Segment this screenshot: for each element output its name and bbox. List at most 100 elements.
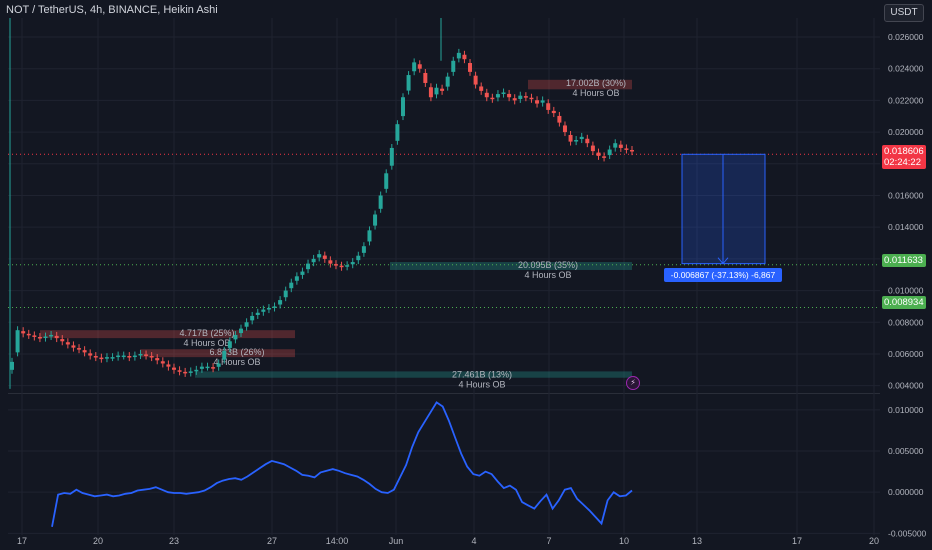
candle [121,355,126,358]
candle [568,134,573,142]
x-tick-label: 20 [869,536,879,546]
y-tick-label: 0.024000 [888,64,924,74]
candle [423,72,428,83]
current-price-tag: 0.018606 02:24:22 [882,145,926,169]
indicator-line [51,401,633,527]
y-tick-label: 0.026000 [888,32,924,42]
order-block-label: 17.002B (30%) [566,78,626,88]
candle [26,333,31,336]
candle [361,246,366,253]
candle [445,76,450,87]
y-axis[interactable]: 0.0260000.0240000.0220000.0200000.018000… [888,32,927,538]
candle [144,354,149,356]
y-tick-label: 0.010000 [888,286,924,296]
candle [104,357,109,359]
order-block [390,262,632,270]
candle [495,94,500,98]
candle [306,263,311,270]
candle [60,339,65,342]
candle [518,95,523,99]
candle [479,86,484,91]
candle [138,353,143,356]
measure-box[interactable] [681,153,766,265]
y-tick-label: 0.000000 [888,487,924,497]
candle [630,150,634,152]
countdown-label: 02:24:22 [884,157,921,168]
order-block [528,79,632,90]
candle [562,125,567,133]
candle [507,93,512,98]
candle [49,334,54,337]
candle [417,64,422,69]
candle [535,100,540,104]
candle [540,100,545,103]
candle [590,145,595,152]
x-tick-label: 20 [93,536,103,546]
candle [177,370,182,372]
candle [266,308,271,310]
candle [607,149,612,156]
candle [188,371,193,373]
x-tick-label: Jun [389,536,404,546]
candle [283,290,288,298]
x-tick-label: 13 [692,536,702,546]
currency-button[interactable]: USDT [884,4,924,22]
order-block-sublabel: 4 Hours OB [458,379,505,389]
candle [484,92,489,98]
price-lines [8,153,880,308]
lightning-icon[interactable]: ⚡ [626,376,640,390]
candle [149,356,154,358]
candle [93,356,98,358]
candle [523,96,528,98]
x-axis[interactable]: 17 20 23 27 14:00 Jun 4 7 10 13 17 20 [17,536,879,546]
candle [579,136,584,140]
candle [132,355,137,358]
candle [216,363,221,367]
candle [557,115,562,123]
y-tick-label: 0.004000 [888,381,924,391]
candle [32,335,37,337]
candle [155,358,160,361]
x-tick-label: 27 [267,536,277,546]
candle [462,54,467,60]
candles [9,18,634,389]
candle [322,255,327,259]
y-tick-label: 0.020000 [888,127,924,137]
candle [350,262,355,265]
x-tick-label: 10 [619,536,629,546]
candle [624,148,629,150]
order-block-sublabel: 4 Hours OB [213,357,260,367]
candle [239,328,244,334]
candle [250,315,255,321]
candle [116,355,121,358]
candle [602,156,607,158]
order-block-label: 4.717B (25%) [179,328,234,338]
candle [261,309,266,312]
candle [199,366,204,369]
candle [233,334,238,340]
order-block-sublabel: 4 Hours OB [572,88,619,98]
candle [333,264,338,266]
candle [389,147,394,166]
candle [77,348,82,350]
candle [551,110,556,114]
candle [339,265,344,268]
y-tick-label: 0.005000 [888,446,924,456]
candle [10,361,14,370]
order-block [40,330,295,339]
candle [345,265,350,267]
candle [88,353,93,356]
x-tick-label: 7 [546,536,551,546]
candle [546,103,551,110]
order-block-label: 6.833B (26%) [209,347,264,357]
price-line-b-tag: 0.008934 [882,296,926,309]
measure-arrowhead [717,257,729,265]
x-tick-label: 14:00 [326,536,349,546]
indicator-pane [51,401,633,527]
y-tick-label: -0.005000 [888,528,927,538]
candle [278,300,283,305]
candle [618,144,623,148]
y-tick-label: 0.006000 [888,349,924,359]
